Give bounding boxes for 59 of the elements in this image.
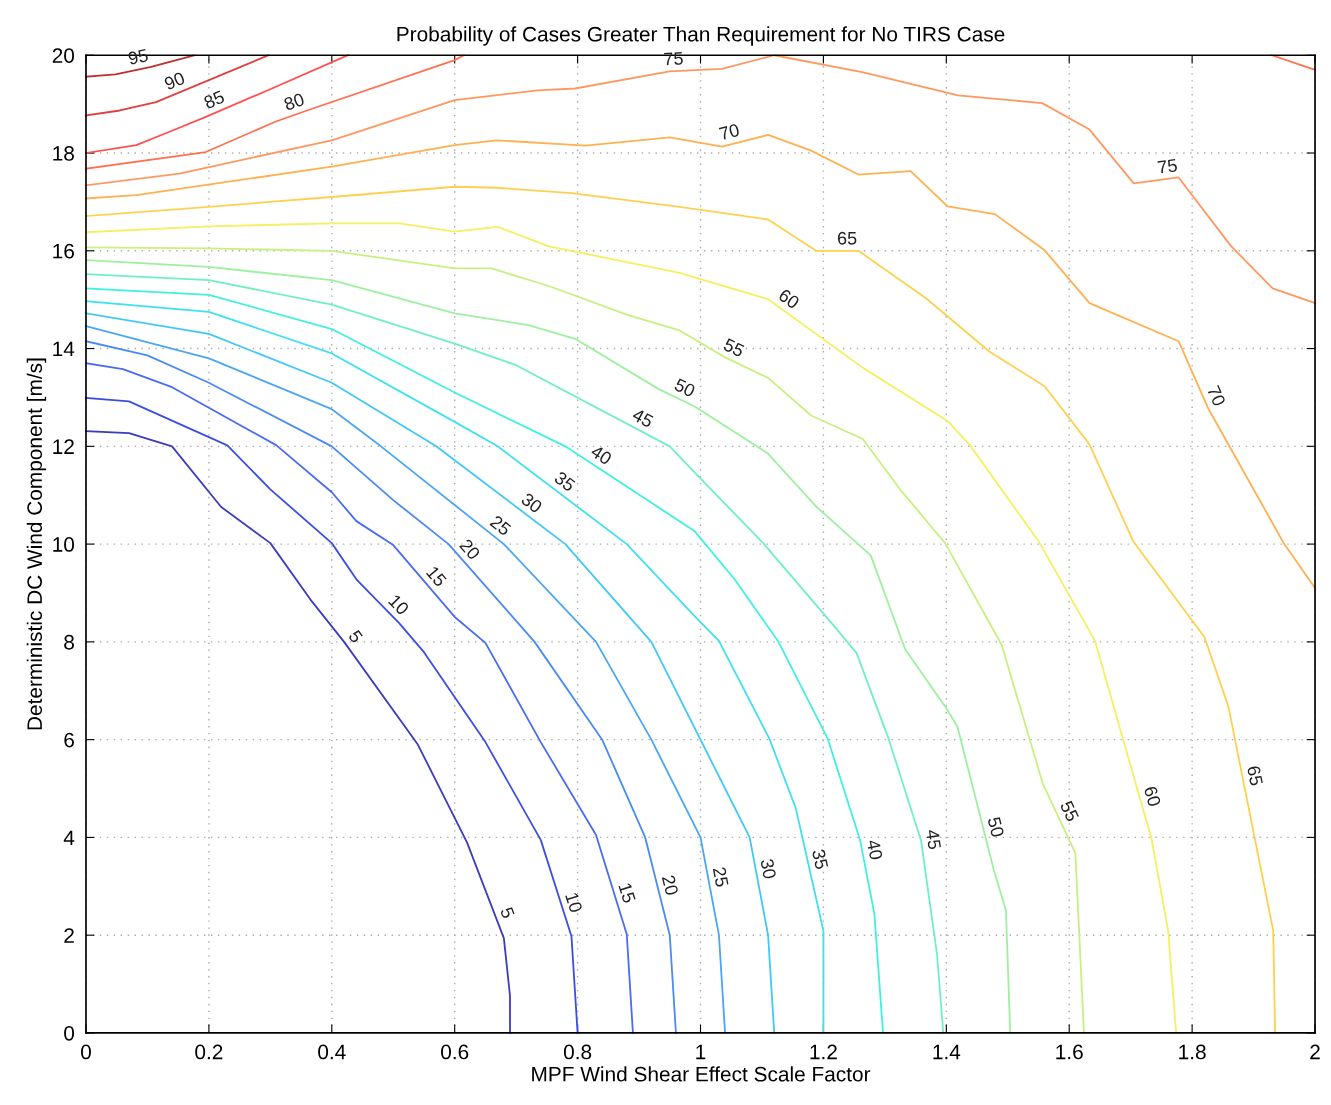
text: 55 <box>1059 800 1080 823</box>
text: 65 <box>1246 765 1264 787</box>
text: 30 <box>520 492 544 514</box>
text: 30 <box>760 858 777 880</box>
y-tick-label: 14 <box>53 341 75 357</box>
text: 5 <box>499 906 515 919</box>
y-tick-label: 8 <box>64 634 74 650</box>
text: 95 <box>127 48 149 65</box>
x-tick-label: 0.8 <box>563 1044 592 1060</box>
y-tick-label: 20 <box>52 48 75 63</box>
text: 40 <box>589 444 613 466</box>
text: 55 <box>722 338 745 358</box>
text: 15 <box>618 882 636 904</box>
text: 80 <box>283 92 306 111</box>
y-tick-label: 0 <box>64 1025 75 1041</box>
text: 50 <box>987 816 1005 838</box>
text: 50 <box>673 377 696 398</box>
y-tick-label: 2 <box>64 928 74 943</box>
x-tick-label: 0 <box>81 1044 91 1060</box>
text: 85 <box>203 90 226 110</box>
text: 65 <box>837 231 857 245</box>
x-tick-label: 0.6 <box>441 1044 469 1060</box>
x-tick-label: 1.4 <box>933 1044 961 1060</box>
chart-title: Probability of Cases Greater Than Requirement for No TIRS Case <box>397 26 1005 46</box>
text: 75 <box>1157 158 1178 174</box>
x-tick-label: 1.6 <box>1056 1044 1083 1060</box>
y-tick-label: 4 <box>63 830 75 845</box>
x-tick-label: 1.8 <box>1179 1044 1206 1060</box>
text: 60 <box>777 288 801 310</box>
text: 20 <box>661 874 679 896</box>
y-tick-label: 6 <box>64 732 74 748</box>
text: 25 <box>489 514 512 537</box>
text: 15 <box>425 565 448 588</box>
text: 25 <box>712 866 729 888</box>
text: 75 <box>664 52 683 66</box>
y-tick-label: 16 <box>53 243 74 259</box>
x-tick-label: 0.2 <box>195 1044 223 1060</box>
y-tick-label: 18 <box>53 146 74 161</box>
y-tick-label: 12 <box>53 439 74 454</box>
x-tick-label: 2 <box>1310 1044 1320 1060</box>
text: 70 <box>1206 384 1226 407</box>
x-tick-label: 1 <box>696 1044 706 1060</box>
text: 35 <box>553 470 576 493</box>
x-tick-label: 1.2 <box>810 1044 837 1060</box>
text: 5 <box>347 629 364 644</box>
x-axis-title: MPF Wind Shear Effect Scale Factor <box>532 1066 871 1082</box>
text: 20 <box>459 538 481 561</box>
text: 45 <box>631 407 655 428</box>
text: 40 <box>866 839 883 861</box>
text: 10 <box>388 594 410 616</box>
x-tick-label: 0.4 <box>318 1044 346 1060</box>
text: 60 <box>1143 785 1162 807</box>
y-tick-label: 10 <box>53 537 75 552</box>
text: 10 <box>565 892 583 914</box>
text: 35 <box>811 848 829 870</box>
text: 90 <box>163 71 186 91</box>
y-axis-title: Deterministic DC Wind Component [m/s] <box>26 358 47 730</box>
text: 45 <box>926 829 942 850</box>
text: 70 <box>718 123 740 141</box>
